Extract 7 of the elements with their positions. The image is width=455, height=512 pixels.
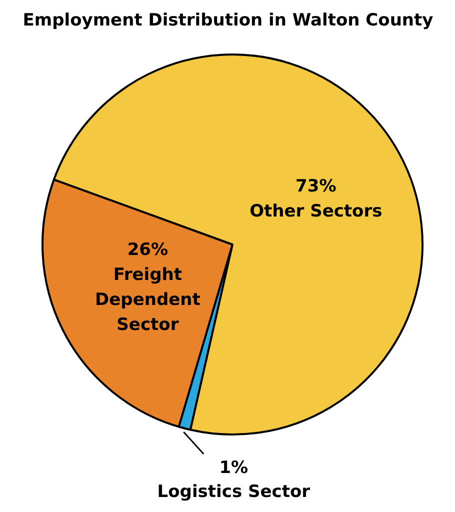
slice-label: Freight Dependent Sector [95,264,200,335]
data-label: 73% [296,176,336,197]
data-label: 1% [219,458,248,478]
chart-title: Employment Distribution in Walton County [22,10,434,30]
slice-label: Logistics Sector [157,482,311,502]
slice-label: Other Sectors [250,202,382,222]
data-label: 26% [127,240,168,260]
